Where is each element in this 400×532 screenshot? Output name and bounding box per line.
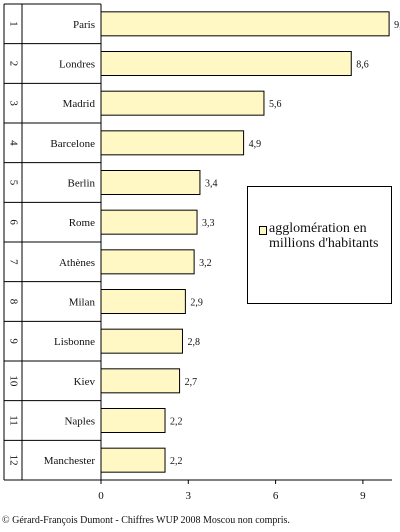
category-label: Londres	[59, 59, 95, 71]
bar	[100, 289, 186, 314]
category-label: Rome	[69, 217, 95, 229]
value-label: 2,7	[185, 377, 198, 388]
rank-label: 10	[7, 375, 19, 387]
rank-label: 4	[7, 140, 19, 146]
value-label: 8,6	[356, 60, 369, 71]
value-label: 2,2	[170, 456, 183, 467]
x-tick-label: 6	[273, 490, 279, 502]
rank-label: 5	[7, 180, 19, 186]
legend-swatch	[259, 226, 267, 235]
x-tick-label: 0	[98, 490, 104, 502]
legend: agglomération en millions d'habitants	[247, 186, 392, 304]
value-label: 3,3	[202, 218, 215, 229]
bar	[100, 90, 265, 116]
value-label: 5,6	[269, 99, 282, 110]
rank-label: 9	[7, 338, 19, 344]
bar	[100, 249, 195, 275]
value-label: 2,2	[170, 417, 183, 428]
x-tick-label: 3	[186, 490, 192, 502]
category-label: Athènes	[59, 257, 95, 269]
rank-label: 3	[7, 100, 19, 106]
bar	[100, 170, 201, 195]
copyright-footer: © Gérard-François Dumont - Chiffres WUP …	[2, 515, 290, 526]
legend-label: agglomération en millions d'habitants	[269, 221, 379, 251]
category-label: Kiev	[74, 376, 96, 388]
bar	[100, 447, 166, 473]
value-label: 4,9	[249, 139, 262, 150]
category-label: Lisbonne	[54, 336, 95, 348]
bar	[100, 368, 181, 394]
category-label: Madrid	[63, 98, 96, 110]
category-label: Berlin	[68, 178, 96, 190]
rank-label: 1	[7, 21, 19, 27]
bar	[100, 408, 166, 433]
rank-label: 6	[7, 219, 19, 225]
bar	[100, 51, 352, 76]
value-label: 9,9	[394, 20, 400, 31]
rank-label: 12	[7, 455, 19, 466]
category-label: Manchester	[44, 455, 96, 467]
rank-label: 8	[7, 299, 19, 305]
category-label: Milan	[69, 297, 96, 309]
bar	[100, 11, 390, 37]
bar	[100, 130, 245, 156]
category-label: Naples	[64, 416, 95, 428]
value-label: 3,2	[199, 258, 212, 269]
x-tick-label: 9	[360, 490, 366, 502]
bar	[100, 209, 198, 235]
category-label: Paris	[73, 19, 95, 31]
rank-label: 11	[7, 415, 19, 426]
rank-label: 7	[7, 259, 19, 265]
value-label: 2,8	[187, 337, 200, 348]
category-label: Barcelone	[50, 138, 95, 150]
rank-label: 2	[7, 61, 19, 67]
bar	[100, 328, 183, 354]
value-label: 3,4	[205, 179, 218, 190]
value-label: 2,9	[190, 298, 203, 309]
